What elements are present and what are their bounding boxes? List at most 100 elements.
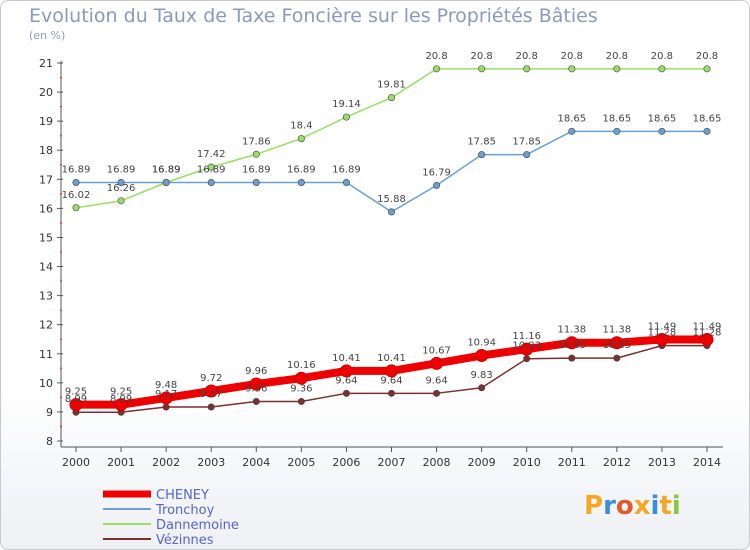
data-point-CHENEY [610,336,624,350]
series-lines [69,65,714,416]
data-label-Tronchoy: 16.89 [62,165,91,176]
data-point-CHENEY [475,349,489,363]
data-label-CHENEY: 10.94 [467,338,496,349]
data-label-Vézinnes: 8.99 [110,394,132,405]
data-point-Vézinnes [433,389,441,397]
data-point-Dannemoine [703,65,711,73]
data-point-Dannemoine [433,65,441,73]
y-minor-tick [60,309,62,312]
data-point-Tronchoy [252,179,260,187]
data-label-Vézinnes: 9.83 [471,370,493,381]
y-minor-tick [60,76,62,79]
data-label-Dannemoine: 16.26 [107,183,136,194]
legend-label-CHENEY: CHENEY [156,488,209,503]
data-point-Vézinnes [568,354,576,362]
data-label-CHENEY: 9.25 [65,387,87,398]
data-point-CHENEY [565,336,579,350]
data-label-Vézinnes: 11.28 [693,328,722,339]
y-minor-tick [60,105,62,108]
data-label-Vézinnes: 9.17 [200,389,222,400]
y-tick-label: 15 [39,231,53,244]
data-point-Vézinnes [613,354,621,362]
data-point-Tronchoy [523,151,531,159]
data-label-Dannemoine: 16.89 [152,165,181,176]
y-minor-tick [60,134,62,137]
x-tick-label: 2003 [197,456,225,469]
data-point-CHENEY [294,371,308,385]
data-label-CHENEY: 10.67 [422,345,451,356]
x-tick-label: 2009 [468,456,496,469]
x-tick-label: 2013 [648,456,676,469]
y-tick-label: 13 [39,290,53,303]
data-point-CHENEY [430,356,444,370]
data-label-Dannemoine: 20.8 [696,51,718,62]
data-point-Tronchoy [342,179,350,187]
data-point-Vézinnes [387,389,395,397]
data-label-Vézinnes: 9.64 [380,375,402,386]
x-tick-label: 2014 [693,456,721,469]
data-point-Vézinnes [297,397,305,405]
data-label-CHENEY: 11.38 [603,325,632,336]
data-label-Dannemoine: 20.8 [471,51,493,62]
data-label-Vézinnes: 9.64 [335,375,357,386]
data-point-CHENEY [385,364,398,378]
data-label-Tronchoy: 16.89 [332,165,361,176]
data-label-CHENEY: 9.48 [155,380,177,391]
y-tick-label: 19 [39,115,53,128]
data-label-Tronchoy: 17.85 [467,137,496,148]
data-label-CHENEY: 10.41 [332,353,361,364]
y-tick-label: 12 [39,319,53,332]
y-minor-tick [60,280,62,283]
data-point-Vézinnes [162,403,170,411]
data-label-Tronchoy: 18.65 [557,113,586,124]
y-tick-label: 10 [39,377,53,390]
data-point-Tronchoy [387,208,395,216]
data-label-Vézinnes: 10.85 [557,340,586,351]
data-point-Dannemoine [72,204,80,212]
x-tick-label: 2001 [107,456,135,469]
data-point-Dannemoine [117,197,125,205]
data-label-Tronchoy: 15.88 [377,194,406,205]
x-tick-label: 2012 [603,456,631,469]
y-minor-tick [60,396,62,399]
data-point-Tronchoy [568,127,576,135]
data-point-Tronchoy [613,127,621,135]
y-tick-label: 16 [39,202,53,215]
data-label-Dannemoine: 20.8 [606,51,628,62]
data-point-Dannemoine [613,65,621,73]
y-tick-label: 20 [39,86,53,99]
data-point-Tronchoy [478,151,486,159]
data-point-Dannemoine [297,135,305,143]
data-point-CHENEY [700,333,714,347]
y-minor-tick [60,221,62,224]
data-label-Vézinnes: 9.17 [155,389,177,400]
data-label-Dannemoine: 20.8 [651,51,673,62]
data-point-CHENEY [69,398,83,412]
data-point-Tronchoy [162,179,170,187]
data-point-CHENEY [339,364,353,378]
y-minor-tick [60,367,62,370]
data-point-Tronchoy [297,179,305,187]
data-point-CHENEY [655,333,669,347]
data-point-CHENEY [249,377,263,391]
data-point-CHENEY [114,398,128,412]
data-label-Vézinnes: 9.36 [290,383,312,394]
data-label-Vézinnes: 9.36 [245,383,267,394]
x-tick-label: 2004 [242,456,270,469]
data-point-Tronchoy [703,127,711,135]
data-label-Tronchoy: 16.79 [422,167,451,178]
data-point-CHENEY [159,391,173,405]
data-point-Dannemoine [207,163,215,171]
y-tick-label: 17 [39,173,53,186]
x-tick-label: 2000 [62,456,90,469]
legend-label-Vézinnes: Vézinnes [156,533,214,548]
y-minor-tick [60,425,62,428]
x-tick-label: 2011 [558,456,586,469]
data-label-CHENEY: 11.49 [648,322,677,333]
data-label-CHENEY: 11.16 [512,331,541,342]
data-point-Vézinnes [478,384,486,392]
data-point-CHENEY [520,342,534,356]
y-minor-tick [60,338,62,341]
